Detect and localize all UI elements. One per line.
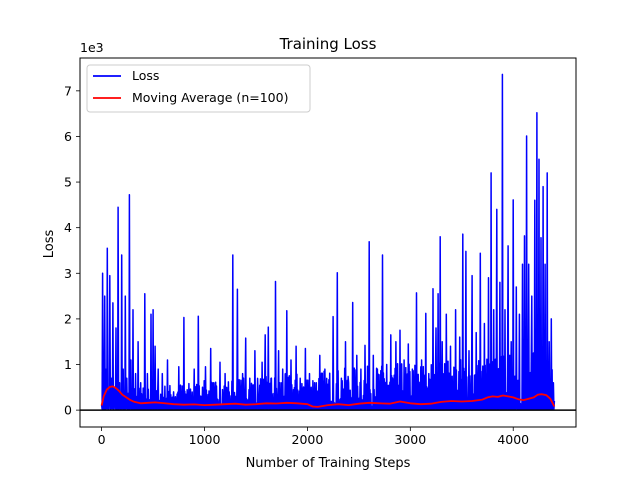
y-tick-label: 7 [64, 83, 72, 98]
x-axis-ticks: 0 1000 2000 3000 4000 [98, 427, 529, 447]
axes-frame [79, 57, 577, 428]
y-offset-label: 1e3 [80, 40, 104, 55]
y-tick-label: 6 [64, 129, 72, 144]
y-tick-label: 4 [64, 220, 72, 235]
y-tick-label: 0 [64, 403, 72, 418]
y-tick-label: 1 [64, 357, 72, 372]
y-tick-label: 3 [64, 266, 72, 281]
plot-area [80, 73, 576, 411]
x-tick-label: 3000 [394, 432, 426, 447]
chart-title: Training Loss [279, 35, 377, 53]
moving-average-series-line [100, 385, 556, 408]
y-tick-label: 2 [64, 311, 72, 326]
x-tick-label: 4000 [497, 432, 529, 447]
y-axis-label: Loss [42, 230, 57, 259]
x-axis-label: Number of Training Steps [246, 456, 411, 471]
x-tick-label: 1000 [189, 432, 221, 447]
legend: Loss Moving Average (n=100) [86, 64, 311, 113]
legend-label-moving-average: Moving Average (n=100) [132, 90, 288, 105]
x-tick-label: 0 [98, 432, 106, 447]
y-tick-label: 5 [64, 175, 72, 190]
x-tick-label: 2000 [292, 432, 324, 447]
legend-label-loss: Loss [132, 68, 159, 83]
legend-box [86, 64, 311, 113]
y-axis-ticks: 0 1 2 3 4 5 6 7 [64, 83, 80, 418]
